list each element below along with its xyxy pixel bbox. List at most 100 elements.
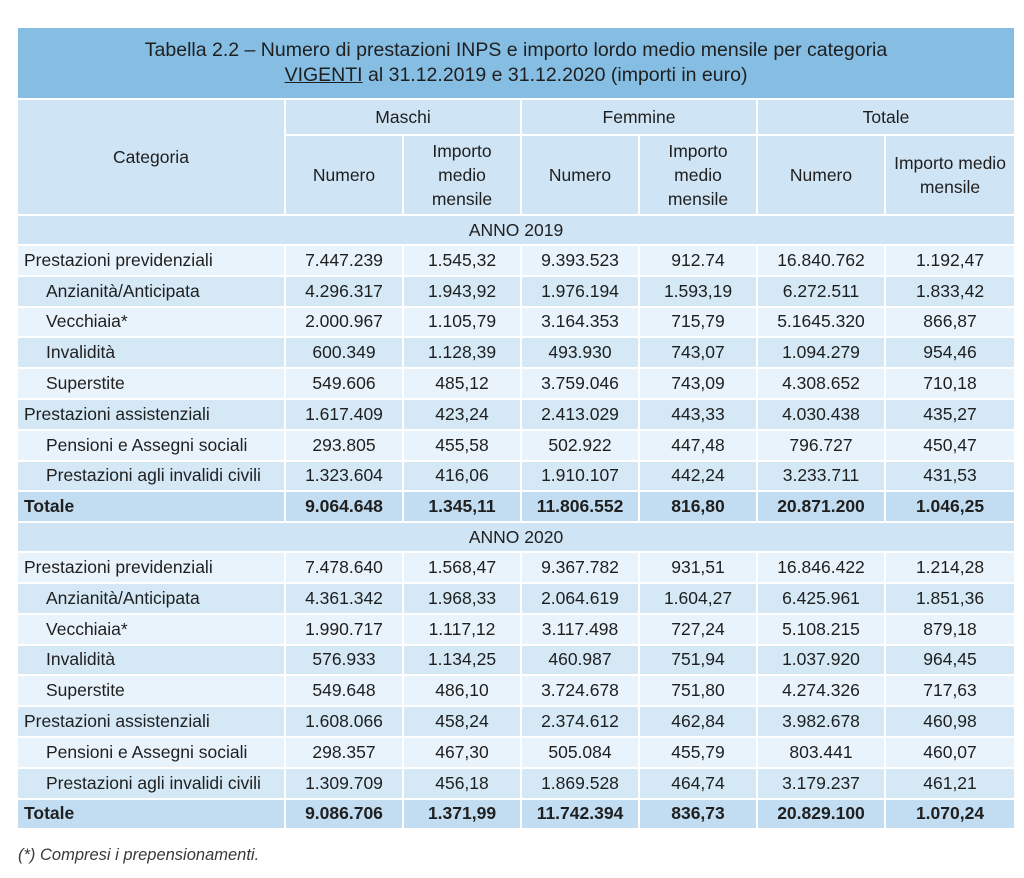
cell-value: 836,73: [638, 797, 758, 831]
cell-value: 1.309.709: [284, 766, 404, 800]
cell-value: 7.478.640: [284, 551, 404, 584]
row-category: Superstite: [16, 674, 286, 708]
cell-value: 576.933: [284, 643, 404, 677]
cell-value: 16.840.762: [756, 244, 886, 277]
cell-value: 1.046,25: [883, 490, 1017, 524]
row-category: Totale: [16, 490, 286, 524]
cell-value: 4.296.317: [284, 274, 404, 308]
cell-value: 20.871.200: [756, 490, 886, 524]
cell-value: 1.070,24: [883, 797, 1017, 831]
table-row: Pensioni e Assegni sociali 298.357 467,30 5…: [16, 735, 1017, 769]
header-numero: Numero: [284, 134, 404, 216]
cell-value: 4.361.342: [284, 581, 404, 615]
cell-value: 1.976.194: [520, 274, 640, 308]
table-row: Superstite 549.648 486,10 3.724.678 751,80 4.…: [16, 674, 1017, 708]
row-category: Prestazioni assistenziali: [16, 705, 286, 738]
cell-value: 1.869.528: [520, 766, 640, 800]
cell-value: 4.274.326: [756, 674, 886, 708]
cell-value: 9.393.523: [520, 244, 640, 277]
cell-value: 803.441: [756, 735, 886, 769]
cell-value: 4.030.438: [756, 397, 886, 431]
table-row: Vecchiaia* 2.000.967 1.105,79 3.164.353 715,…: [16, 305, 1017, 339]
cell-value: 1.910.107: [520, 459, 640, 493]
cell-value: 11.806.552: [520, 490, 640, 524]
row-category: Pensioni e Assegni sociali: [16, 428, 286, 462]
cell-value: 5.1645.320: [756, 305, 886, 339]
cell-value: 549.606: [284, 367, 404, 400]
table-row: Invalidità 600.349 1.128,39 493.930 743,07 1.…: [16, 336, 1017, 370]
cell-value: 3.759.046: [520, 367, 640, 400]
cell-value: 462,84: [638, 705, 758, 738]
cell-value: 11.742.394: [520, 797, 640, 831]
cell-value: 2.374.612: [520, 705, 640, 738]
cell-value: 931,51: [638, 551, 758, 584]
cell-value: 1.545,32: [402, 244, 522, 277]
cell-value: 1.345,11: [402, 490, 522, 524]
cell-value: 879,18: [883, 612, 1017, 646]
cell-value: 2.000.967: [284, 305, 404, 339]
cell-value: 4.308.652: [756, 367, 886, 400]
cell-value: 293.805: [284, 428, 404, 462]
cell-value: 505.084: [520, 735, 640, 769]
year-label: ANNO 2019: [15, 214, 1017, 246]
cell-value: 1.323.604: [284, 459, 404, 493]
cell-value: 1.134,25: [402, 643, 522, 677]
cell-value: 1.371,99: [402, 797, 522, 831]
cell-value: 1.968,33: [402, 581, 522, 615]
cell-value: 298.357: [284, 735, 404, 769]
cell-value: 549.648: [284, 674, 404, 708]
title-line-2: VIGENTI al 31.12.2019 e 31.12.2020 (impo…: [24, 63, 1008, 88]
row-category: Invalidità: [16, 336, 286, 370]
table-row: Prestazioni agli invalidi civili 1.323.60…: [16, 459, 1017, 493]
cell-value: 416,06: [402, 459, 522, 493]
cell-value: 20.829.100: [756, 797, 886, 831]
cell-value: 3.233.711: [756, 459, 886, 493]
year-row: ANNO 2020: [15, 521, 1017, 554]
row-category: Prestazioni previdenziali: [16, 551, 286, 584]
cell-value: 1.604,27: [638, 581, 758, 615]
row-category: Prestazioni agli invalidi civili: [16, 459, 286, 493]
row-category: Anzianità/Anticipata: [16, 581, 286, 615]
header-group-femmine: Femmine: [520, 98, 758, 136]
cell-value: 954,46: [883, 336, 1017, 370]
header-numero: Numero: [756, 134, 886, 216]
row-category: Pensioni e Assegni sociali: [16, 735, 286, 769]
cell-value: 1.094.279: [756, 336, 886, 370]
cell-value: 435,27: [883, 397, 1017, 431]
row-category: Prestazioni assistenziali: [16, 397, 286, 431]
row-category: Vecchiaia*: [16, 305, 286, 339]
cell-value: 727,24: [638, 612, 758, 646]
cell-value: 1.568,47: [402, 551, 522, 584]
cell-value: 442,24: [638, 459, 758, 493]
cell-value: 502.922: [520, 428, 640, 462]
table-row: Prestazioni assistenziali 1.617.409 423,24…: [16, 397, 1017, 431]
cell-value: 1.117,12: [402, 612, 522, 646]
title-vigenti: VIGENTI: [284, 64, 363, 86]
total-row: Totale 9.086.706 1.371,99 11.742.394 836,73 2…: [16, 797, 1017, 831]
cell-value: 1.593,19: [638, 274, 758, 308]
row-category: Superstite: [16, 367, 286, 400]
cell-value: 1.608.066: [284, 705, 404, 738]
year-row: ANNO 2019: [15, 214, 1017, 246]
cell-value: 6.272.511: [756, 274, 886, 308]
cell-value: 460,98: [883, 705, 1017, 738]
cell-value: 5.108.215: [756, 612, 886, 646]
cell-value: 1.617.409: [284, 397, 404, 431]
cell-value: 1.192,47: [883, 244, 1017, 277]
cell-value: 912.74: [638, 244, 758, 277]
table-row: Prestazioni agli invalidi civili 1.309.70…: [16, 766, 1017, 800]
title-line-2-rest: al 31.12.2019 e 31.12.2020 (importi in e…: [362, 64, 748, 86]
cell-value: 717,63: [883, 674, 1017, 708]
cell-value: 461,21: [883, 766, 1017, 800]
cell-value: 467,30: [402, 735, 522, 769]
cell-value: 16.846.422: [756, 551, 886, 584]
cell-value: 710,18: [883, 367, 1017, 400]
cell-value: 1.833,42: [883, 274, 1017, 308]
cell-value: 9.367.782: [520, 551, 640, 584]
table-row: Anzianità/Anticipata 4.361.342 1.968,33 2.0…: [16, 581, 1017, 615]
table-row: Superstite 549.606 485,12 3.759.046 743,09 4.…: [16, 367, 1017, 400]
data-table: Tabella 2.2 – Numero di prestazioni INPS…: [15, 26, 1017, 831]
cell-value: 1.037.920: [756, 643, 886, 677]
table-container: Tabella 2.2 – Numero di prestazioni INPS…: [15, 26, 1017, 831]
cell-value: 751,94: [638, 643, 758, 677]
